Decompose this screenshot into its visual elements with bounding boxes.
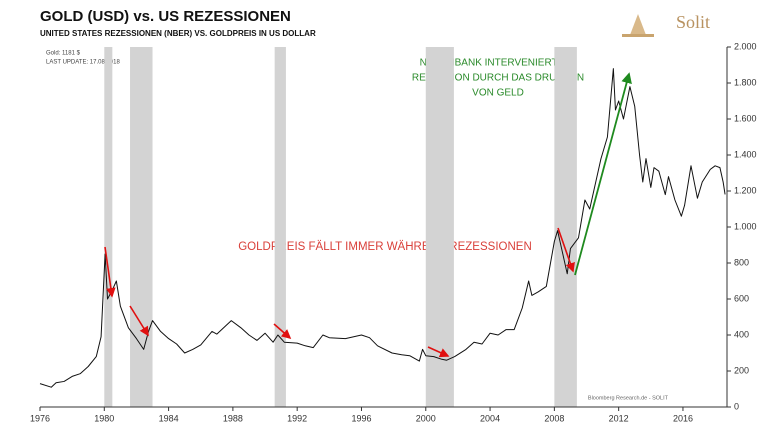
arrow bbox=[129, 305, 149, 337]
y-tick-label: 400 bbox=[734, 329, 749, 339]
x-tick-label: 1992 bbox=[287, 413, 307, 423]
y-tick-label: 1.400 bbox=[734, 149, 757, 159]
y-tick-label: 1.600 bbox=[734, 113, 757, 123]
source: Bloomberg Research.de - SOLIT bbox=[588, 395, 669, 401]
recession-band bbox=[425, 47, 454, 407]
logo: Solit bbox=[676, 12, 710, 32]
y-tick-label: 1.000 bbox=[734, 221, 757, 231]
y-tick-label: 600 bbox=[734, 293, 749, 303]
x-tick-label: 1976 bbox=[30, 413, 50, 423]
x-tick-label: 2012 bbox=[609, 413, 629, 423]
x-tick-label: 2008 bbox=[544, 413, 564, 423]
annotation: VON GELD bbox=[472, 88, 524, 99]
x-tick-label: 2000 bbox=[416, 413, 436, 423]
arrows bbox=[104, 227, 575, 358]
recession-band bbox=[554, 47, 577, 407]
chart-subtitle: UNITED STATES REZESSIONEN (NBER) VS. GOL… bbox=[40, 29, 316, 38]
y-tick-label: 2.000 bbox=[734, 41, 757, 51]
y-tick-label: 200 bbox=[734, 365, 749, 375]
arrow bbox=[574, 72, 632, 276]
y-tick-label: 800 bbox=[734, 257, 749, 267]
x-tick-label: 1980 bbox=[94, 413, 114, 423]
x-tick-label: 1988 bbox=[223, 413, 243, 423]
arrow bbox=[273, 323, 292, 340]
x-tick-label: 1984 bbox=[159, 413, 179, 423]
recession-band bbox=[104, 47, 113, 407]
y-tick-label: 1.200 bbox=[734, 185, 757, 195]
annotation: NOTENBANK INTERVENIERT BEI bbox=[420, 58, 577, 69]
recession-band bbox=[274, 47, 286, 407]
x-tick-label: 2016 bbox=[673, 413, 693, 423]
info-text: LAST UPDATE: 17.08.2018 bbox=[46, 60, 120, 66]
arrow bbox=[427, 346, 450, 358]
arrow bbox=[104, 246, 116, 298]
y-tick-label: 1.800 bbox=[734, 77, 757, 87]
x-tick-label: 1996 bbox=[351, 413, 371, 423]
chart-title: GOLD (USD) vs. US REZESSIONEN bbox=[40, 8, 291, 25]
logo-icon bbox=[622, 14, 654, 37]
x-tick-label: 2004 bbox=[480, 413, 500, 423]
annotation: REZESSION DURCH DAS DRUCKEN bbox=[412, 73, 584, 84]
info-text: Gold: 1181 $ bbox=[46, 51, 81, 57]
annotation: GOLDPREIS FÄLLT IMMER WÄHREND REZESSIONE… bbox=[238, 241, 532, 253]
y-tick-label: 0 bbox=[734, 401, 739, 411]
recession-band bbox=[130, 47, 153, 407]
arrow bbox=[557, 227, 575, 273]
